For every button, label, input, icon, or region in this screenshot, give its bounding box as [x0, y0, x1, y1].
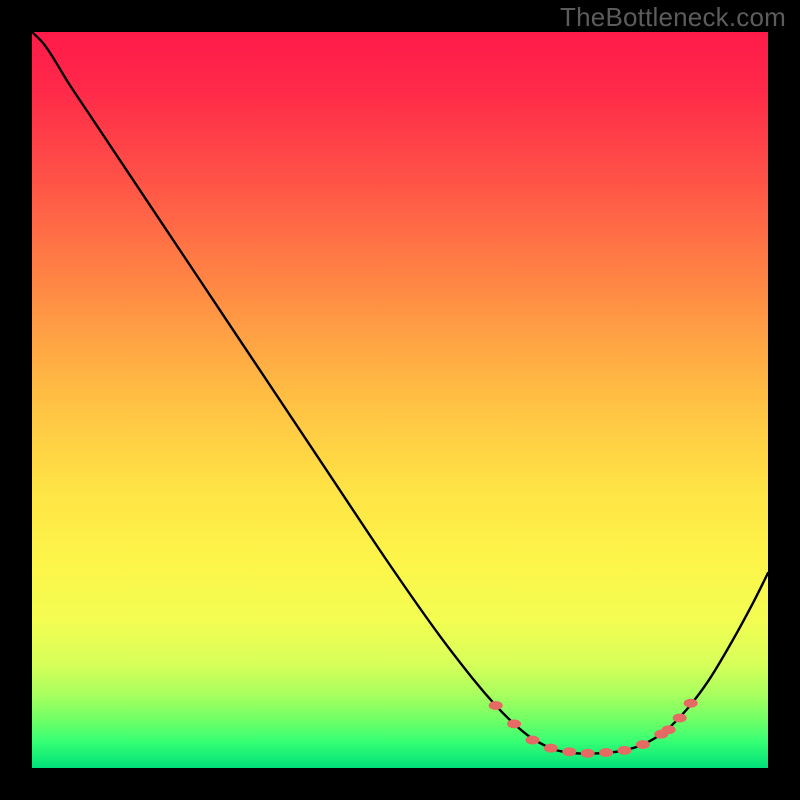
chart-svg [32, 32, 768, 768]
marker-dot [507, 719, 521, 728]
marker-dot [673, 713, 687, 722]
marker-dot [617, 746, 631, 755]
marker-dot [489, 701, 503, 710]
marker-dot [581, 749, 595, 758]
chart-stage: TheBottleneck.com [0, 0, 800, 800]
marker-dot [662, 725, 676, 734]
marker-dot [525, 736, 539, 745]
watermark-text: TheBottleneck.com [560, 2, 786, 33]
marker-dot [636, 740, 650, 749]
marker-dot [684, 699, 698, 708]
marker-dot [562, 747, 576, 756]
plot-area [32, 32, 768, 768]
marker-dot [544, 744, 558, 753]
marker-dot [599, 748, 613, 757]
gradient-background [32, 32, 768, 768]
